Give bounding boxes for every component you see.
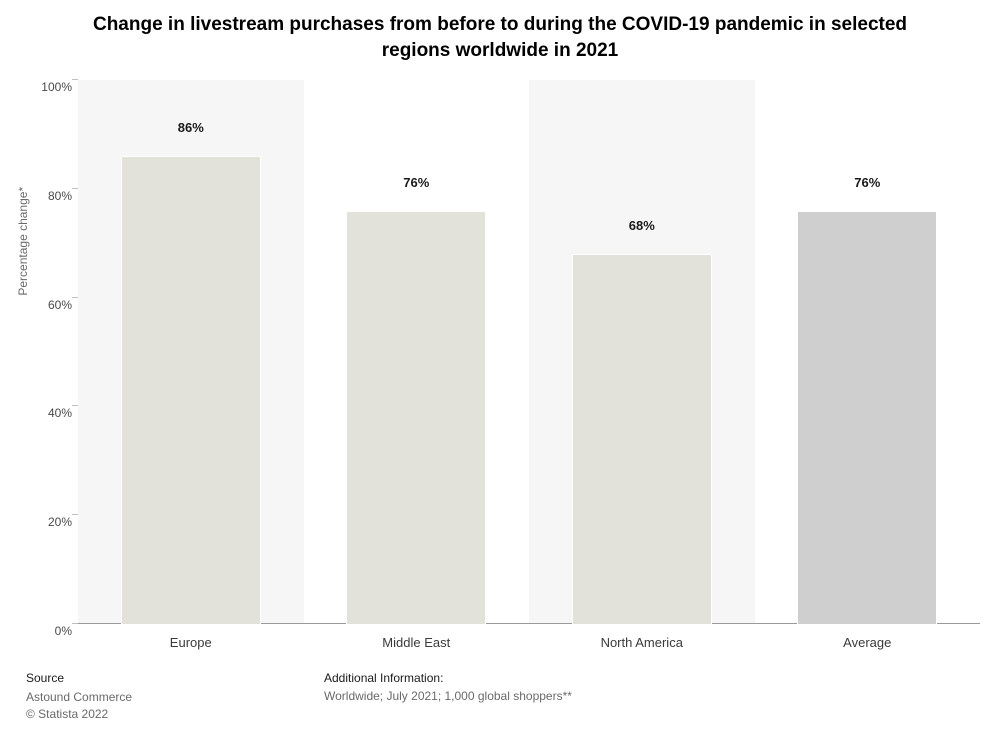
- chart-title: Change in livestream purchases from befo…: [0, 0, 1000, 63]
- chart-container: 0%20%40%60%80%100%86%76%68%76% EuropeMid…: [78, 80, 980, 650]
- bar: [797, 211, 937, 624]
- bar-value-label: 76%: [403, 175, 429, 190]
- bar-value-label: 86%: [178, 120, 204, 135]
- y-axis-title: Percentage change*: [16, 187, 30, 296]
- y-tick-label: 0%: [34, 624, 72, 638]
- additional-info-section: Additional Information: Worldwide; July …: [324, 671, 572, 703]
- bar: [346, 211, 486, 624]
- additional-info-heading: Additional Information:: [324, 671, 572, 685]
- bar: [121, 156, 261, 624]
- copyright-line: © Statista 2022: [26, 706, 980, 723]
- bar-value-label: 76%: [854, 175, 880, 190]
- y-tick-mark: [72, 79, 78, 80]
- x-tick-label: Europe: [170, 635, 212, 650]
- y-tick-mark: [72, 405, 78, 406]
- additional-info-line: Worldwide; July 2021; 1,000 global shopp…: [324, 689, 572, 703]
- y-tick-mark: [72, 297, 78, 298]
- y-tick-label: 60%: [34, 298, 72, 312]
- x-tick-label: Average: [843, 635, 891, 650]
- plot-area: 0%20%40%60%80%100%86%76%68%76%: [78, 80, 980, 624]
- y-tick-label: 40%: [34, 406, 72, 420]
- y-tick-label: 20%: [34, 515, 72, 529]
- y-tick-mark: [72, 188, 78, 189]
- y-tick-label: 80%: [34, 189, 72, 203]
- y-tick-mark: [72, 514, 78, 515]
- bar-value-label: 68%: [629, 218, 655, 233]
- y-tick-label: 100%: [34, 80, 72, 94]
- x-tick-label: North America: [601, 635, 683, 650]
- x-tick-label: Middle East: [382, 635, 450, 650]
- chart-footer: Source Astound Commerce © Statista 2022 …: [26, 671, 980, 723]
- bar: [572, 254, 712, 624]
